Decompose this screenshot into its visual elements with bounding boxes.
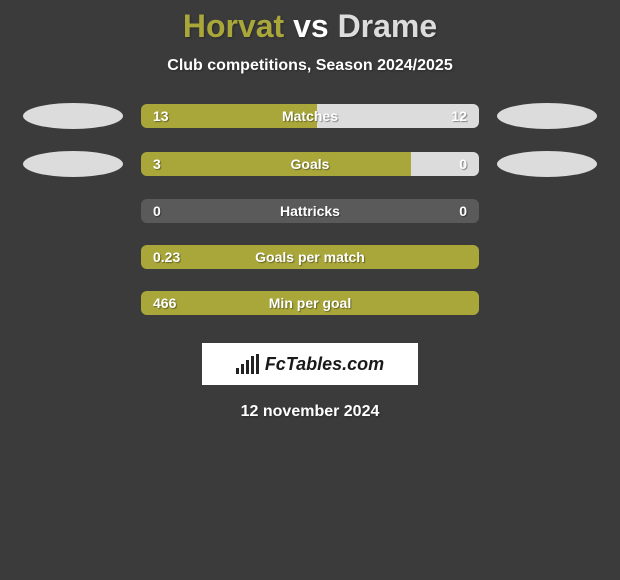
stat-value-left: 466 (153, 295, 176, 311)
stat-bar: 0.23 Goals per match (141, 245, 479, 269)
stat-row: 3 Goals 0 (0, 151, 620, 177)
stat-bar: 3 Goals 0 (141, 152, 479, 176)
page-title: Horvat vs Drame (0, 8, 620, 45)
player1-oval-icon (23, 103, 123, 129)
stats-rows: 13 Matches 12 3 Goals 0 0 Hattricks 0 0.23 Goals p… (0, 103, 620, 315)
stat-value-right: 0 (459, 203, 467, 219)
stat-value-right: 12 (451, 108, 467, 124)
stat-label: Matches (282, 108, 338, 124)
stat-label: Min per goal (269, 295, 351, 311)
stat-value-right: 0 (459, 156, 467, 172)
stat-value-left: 3 (153, 156, 161, 172)
title-vs: vs (293, 8, 329, 44)
stat-bar: 0 Hattricks 0 (141, 199, 479, 223)
stat-label: Hattricks (280, 203, 340, 219)
stat-row: 0.23 Goals per match (0, 245, 620, 269)
subtitle: Club competitions, Season 2024/2025 (0, 57, 620, 75)
stat-row: 466 Min per goal (0, 291, 620, 315)
logo-text: FcTables.com (265, 354, 384, 375)
logo-chart-icon (236, 354, 259, 374)
logo-box: FcTables.com (202, 343, 418, 385)
stat-value-left: 0.23 (153, 249, 180, 265)
player2-oval-icon (497, 103, 597, 129)
comparison-card: Horvat vs Drame Club competitions, Seaso… (0, 0, 620, 421)
player2-oval-icon (497, 151, 597, 177)
stat-label: Goals (291, 156, 330, 172)
stat-value-left: 0 (153, 203, 161, 219)
stat-row: 13 Matches 12 (0, 103, 620, 129)
stat-label: Goals per match (255, 249, 365, 265)
stat-row: 0 Hattricks 0 (0, 199, 620, 223)
stat-bar: 466 Min per goal (141, 291, 479, 315)
title-player1: Horvat (183, 8, 284, 44)
stat-value-left: 13 (153, 108, 169, 124)
player1-oval-icon (23, 151, 123, 177)
date-label: 12 november 2024 (0, 403, 620, 421)
title-player2: Drame (338, 8, 438, 44)
stat-bar: 13 Matches 12 (141, 104, 479, 128)
